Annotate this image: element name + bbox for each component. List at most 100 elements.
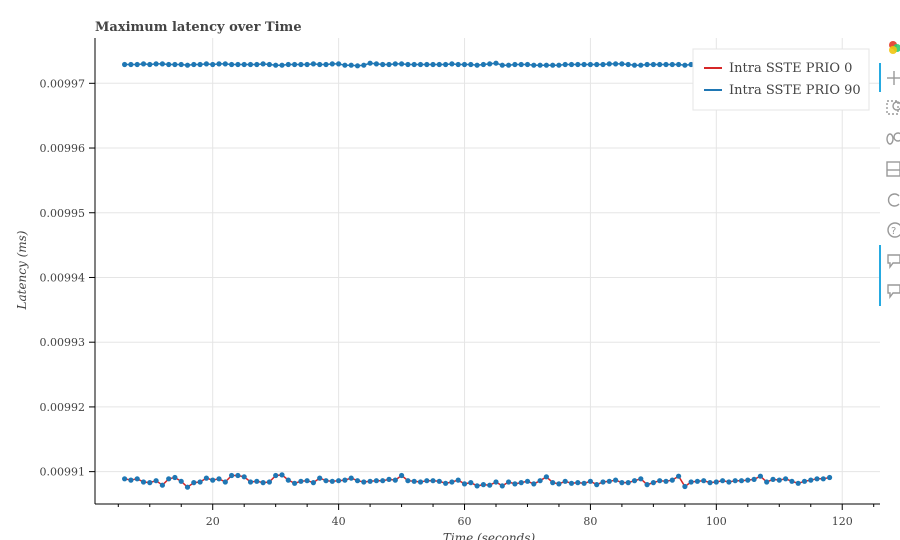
data-point[interactable]: [405, 61, 411, 68]
data-point[interactable]: [625, 480, 631, 486]
data-point[interactable]: [229, 472, 235, 479]
data-point[interactable]: [669, 477, 675, 483]
data-point[interactable]: [197, 61, 203, 68]
data-point[interactable]: [354, 478, 361, 484]
data-point[interactable]: [801, 478, 808, 484]
data-point[interactable]: [424, 478, 430, 484]
data-point[interactable]: [298, 61, 304, 68]
data-point[interactable]: [285, 477, 291, 483]
data-point[interactable]: [493, 479, 499, 485]
data-point[interactable]: [222, 479, 228, 485]
data-point[interactable]: [147, 480, 153, 486]
data-point[interactable]: [455, 61, 461, 68]
data-point[interactable]: [713, 479, 719, 485]
data-point[interactable]: [436, 478, 442, 484]
data-point[interactable]: [159, 482, 165, 488]
data-point[interactable]: [140, 479, 147, 485]
data-point[interactable]: [625, 61, 631, 68]
data-point[interactable]: [783, 476, 789, 482]
data-point[interactable]: [606, 478, 612, 484]
data-point[interactable]: [336, 478, 342, 484]
data-point[interactable]: [512, 61, 518, 68]
data-point[interactable]: [197, 479, 203, 485]
data-point[interactable]: [487, 482, 493, 488]
data-point[interactable]: [336, 61, 342, 67]
data-point[interactable]: [298, 478, 304, 484]
data-point[interactable]: [638, 62, 644, 68]
data-point[interactable]: [203, 61, 209, 67]
data-point[interactable]: [430, 478, 436, 484]
data-point[interactable]: [701, 478, 707, 484]
data-point[interactable]: [613, 477, 619, 483]
data-point[interactable]: [128, 61, 134, 68]
data-point[interactable]: [663, 478, 669, 484]
data-point[interactable]: [241, 474, 247, 480]
data-point[interactable]: [166, 476, 172, 482]
data-point[interactable]: [134, 61, 140, 68]
hover-icon[interactable]: [887, 284, 900, 300]
data-point[interactable]: [480, 61, 486, 68]
data-point[interactable]: [650, 61, 657, 68]
data-point[interactable]: [480, 482, 486, 488]
data-point[interactable]: [348, 62, 354, 68]
data-point[interactable]: [260, 480, 266, 486]
data-point[interactable]: [562, 478, 568, 484]
data-point[interactable]: [613, 61, 619, 67]
data-point[interactable]: [235, 472, 241, 479]
data-point[interactable]: [247, 61, 254, 68]
data-point[interactable]: [122, 61, 128, 68]
data-point[interactable]: [342, 62, 348, 68]
data-point[interactable]: [443, 480, 449, 486]
data-point[interactable]: [468, 61, 474, 68]
data-point[interactable]: [172, 474, 178, 481]
data-point[interactable]: [122, 476, 128, 482]
data-point[interactable]: [600, 479, 606, 485]
bokeh-logo-icon[interactable]: [889, 41, 900, 54]
data-point[interactable]: [682, 483, 688, 490]
data-point[interactable]: [254, 478, 260, 484]
data-point[interactable]: [310, 61, 316, 67]
help-icon[interactable]: ?: [887, 222, 900, 238]
data-point[interactable]: [556, 62, 562, 68]
legend[interactable]: Intra SSTE PRIO 0 Intra SSTE PRIO 90: [692, 48, 870, 111]
data-point[interactable]: [808, 477, 814, 483]
data-point[interactable]: [732, 478, 738, 484]
data-point[interactable]: [581, 61, 587, 68]
data-point[interactable]: [827, 474, 833, 481]
save-icon[interactable]: [886, 161, 900, 177]
data-point[interactable]: [468, 480, 474, 486]
data-point[interactable]: [518, 480, 524, 486]
data-point[interactable]: [587, 61, 594, 68]
hover-icon[interactable]: [887, 254, 900, 270]
data-point[interactable]: [600, 61, 606, 68]
data-point[interactable]: [159, 61, 165, 67]
data-point[interactable]: [537, 478, 543, 484]
data-point[interactable]: [461, 61, 468, 68]
data-point[interactable]: [317, 475, 323, 481]
data-point[interactable]: [147, 61, 153, 68]
data-point[interactable]: [411, 61, 417, 68]
data-point[interactable]: [203, 475, 209, 481]
data-point[interactable]: [392, 477, 398, 483]
data-point[interactable]: [329, 61, 335, 67]
data-point[interactable]: [474, 62, 480, 68]
data-point[interactable]: [323, 478, 329, 484]
data-point[interactable]: [663, 61, 669, 68]
data-point[interactable]: [128, 477, 134, 483]
data-point[interactable]: [273, 62, 279, 68]
data-point[interactable]: [411, 478, 417, 484]
data-point[interactable]: [443, 61, 449, 68]
box-zoom-icon[interactable]: [886, 100, 900, 115]
data-point[interactable]: [210, 477, 216, 483]
data-point[interactable]: [222, 61, 228, 67]
legend-item-prio90[interactable]: Intra SSTE PRIO 90: [704, 83, 861, 98]
data-point[interactable]: [720, 478, 726, 484]
data-point[interactable]: [279, 472, 285, 478]
data-point[interactable]: [266, 479, 272, 485]
data-point[interactable]: [273, 472, 279, 479]
data-point[interactable]: [738, 478, 745, 484]
data-point[interactable]: [587, 478, 594, 484]
data-point[interactable]: [575, 480, 581, 486]
data-point[interactable]: [304, 61, 310, 68]
data-point[interactable]: [795, 480, 801, 486]
